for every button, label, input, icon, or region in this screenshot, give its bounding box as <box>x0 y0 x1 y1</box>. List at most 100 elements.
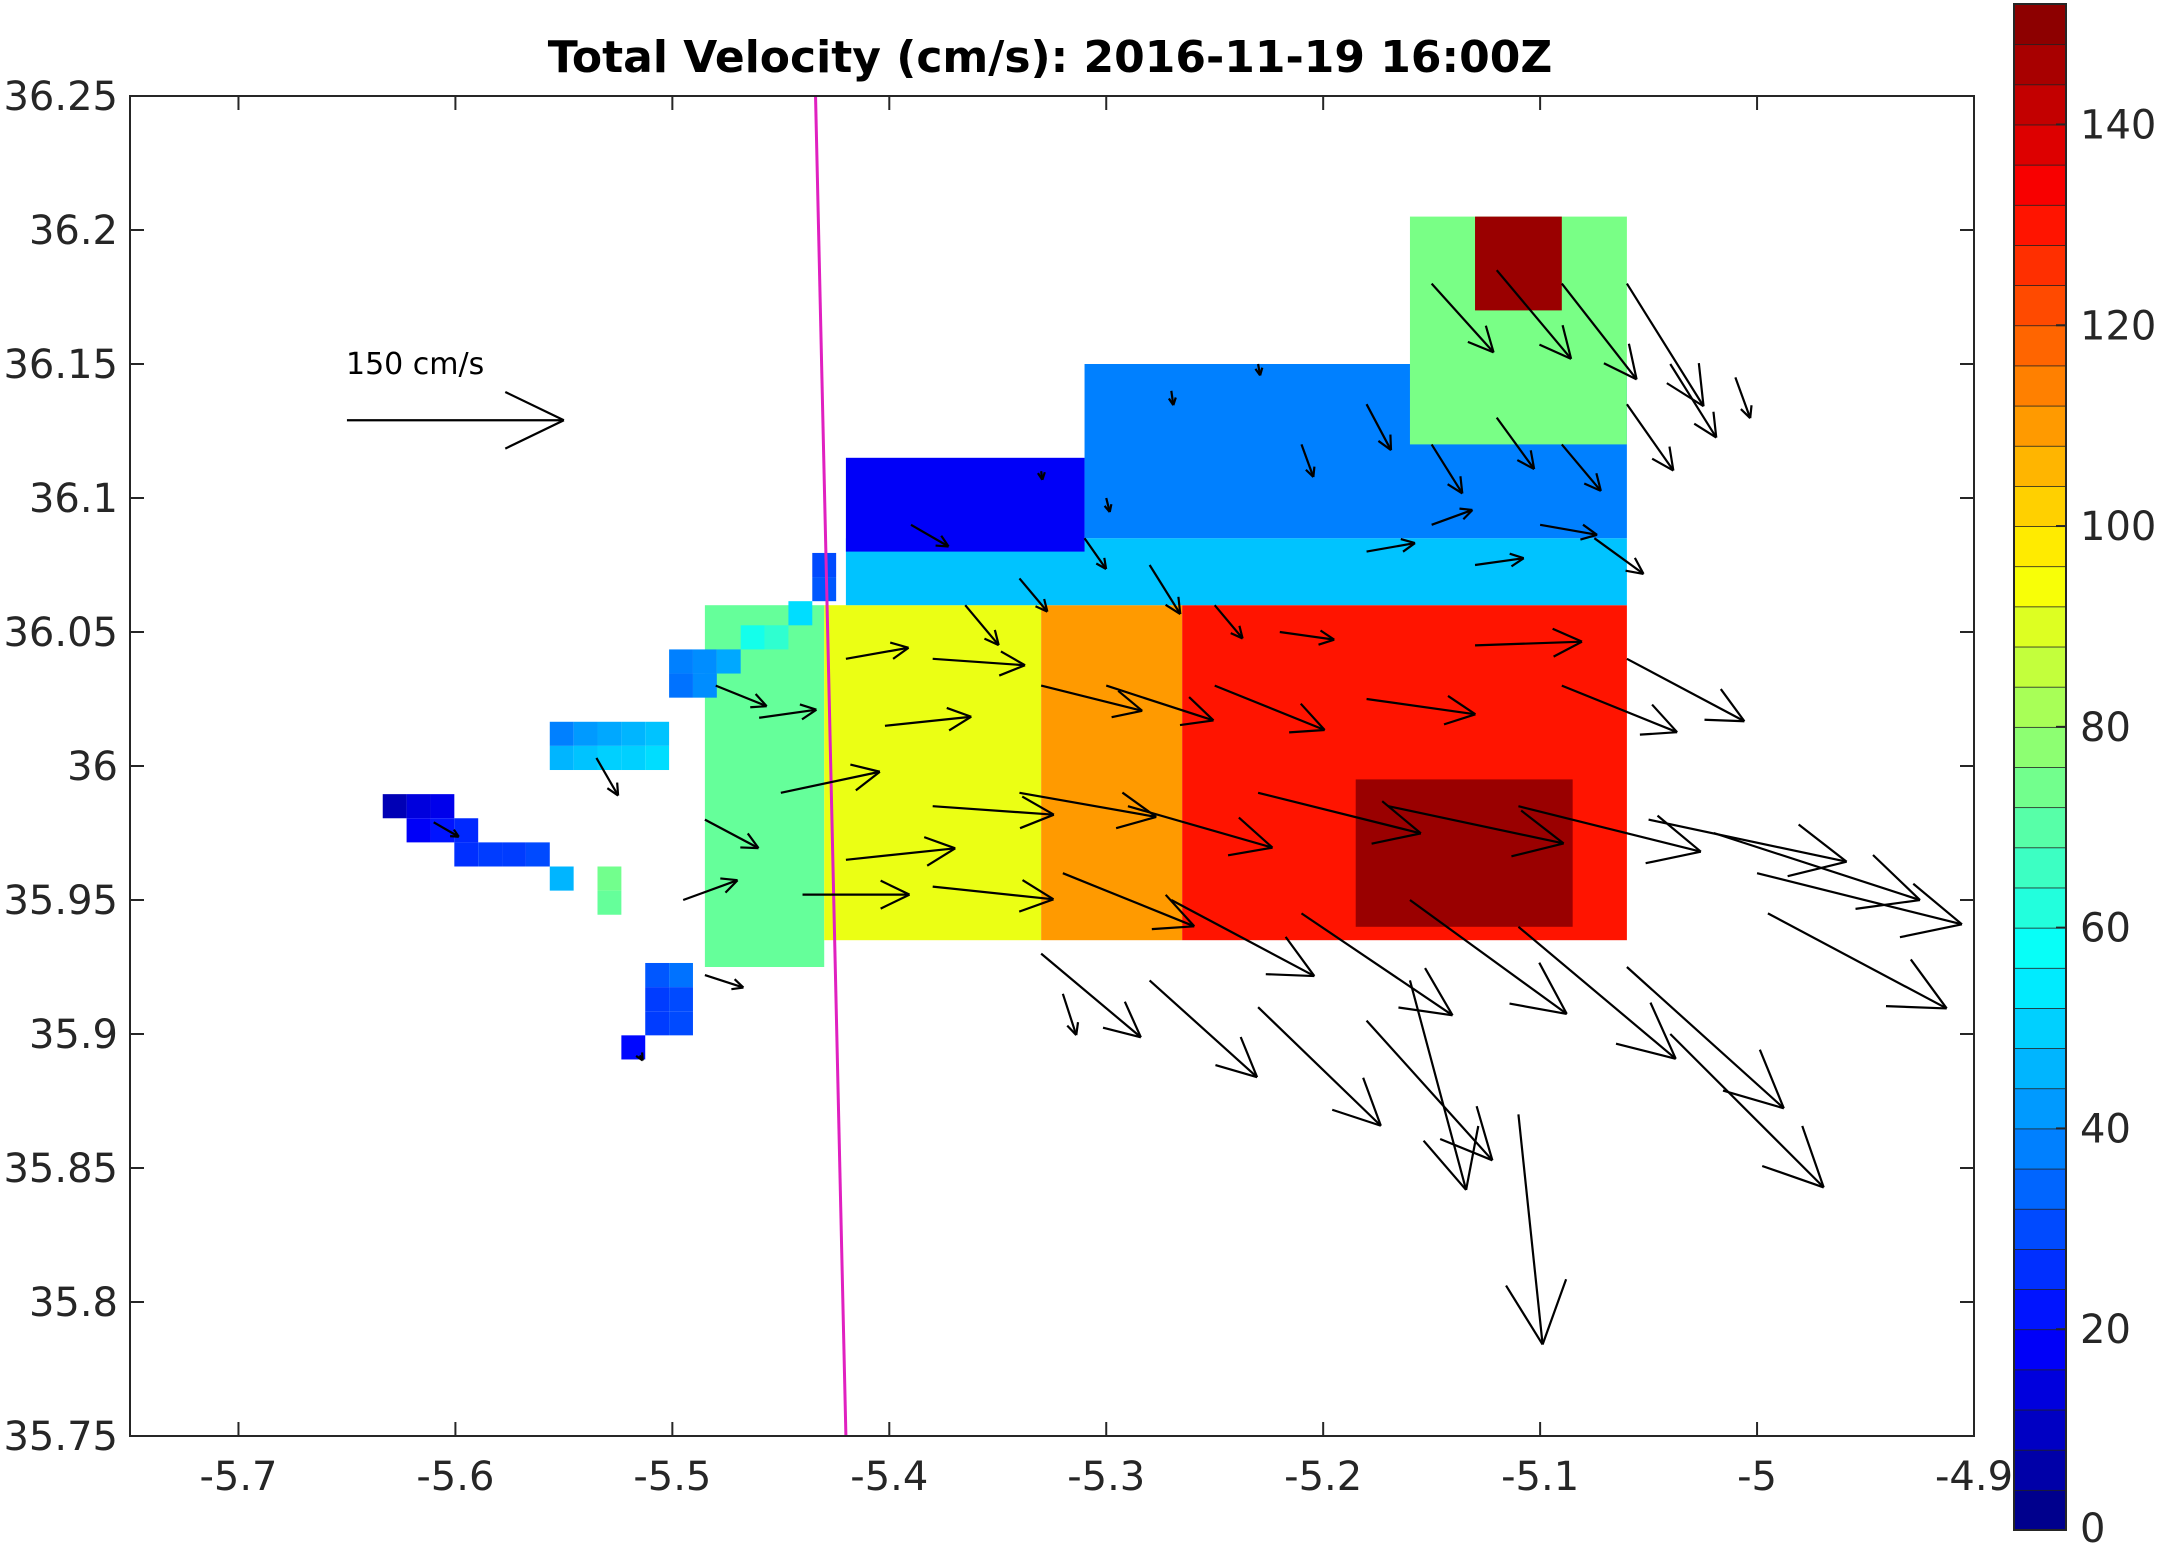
colorbar-segment <box>2013 124 2067 166</box>
velocity-vector <box>1279 629 1335 646</box>
colorbar-segment <box>2013 43 2067 86</box>
velocity-vector <box>1431 507 1474 526</box>
y-tick-label: 36.2 <box>29 208 118 254</box>
velocity-vector <box>1626 657 1746 723</box>
velocity-cell <box>597 721 622 746</box>
reference-vector-label: 150 cm/s <box>346 347 484 382</box>
velocity-vector <box>1018 577 1049 613</box>
velocity-vector <box>1495 269 1573 360</box>
colorbar-segment <box>2013 83 2067 126</box>
colorbar-segment <box>2013 1248 2067 1290</box>
x-tick-label: -5.7 <box>199 1454 277 1500</box>
velocity-cell <box>406 818 431 843</box>
colorbar-segment <box>2013 1128 2067 1170</box>
velocity-vector <box>1767 912 1948 1010</box>
y-tick-label: 36.25 <box>3 74 118 120</box>
velocity-vector <box>1625 403 1675 472</box>
y-tick-label: 35.75 <box>3 1414 118 1460</box>
velocity-vector <box>1257 1006 1382 1127</box>
velocity-cell <box>716 649 741 674</box>
x-tick-label: -5 <box>1737 1454 1777 1500</box>
velocity-vector <box>1167 390 1177 406</box>
velocity-vector <box>1040 952 1142 1039</box>
reference-vector-legend: 150 cm/s <box>346 347 565 450</box>
colorbar-segment <box>2013 1047 2067 1090</box>
velocity-cell <box>645 987 670 1012</box>
velocity-vector <box>1214 684 1326 734</box>
colorbar-tick-label: 140 <box>2080 102 2156 148</box>
velocity-vector <box>1430 443 1464 495</box>
velocity-vector <box>845 836 956 867</box>
velocity-cell <box>788 601 813 626</box>
x-tick-label: -5.3 <box>1067 1454 1145 1500</box>
colorbar-segment <box>2013 1007 2067 1050</box>
velocity-cell <box>764 625 789 650</box>
velocity-vector <box>433 821 460 838</box>
velocity-cell <box>621 721 646 746</box>
velocity-vector <box>1518 805 1702 865</box>
velocity-vector <box>758 703 818 721</box>
colorbar-frame <box>2013 3 2067 1531</box>
y-tick-label: 35.95 <box>3 878 118 924</box>
colorbar-segment <box>2013 967 2067 1009</box>
colorbar-tick-label: 0 <box>2080 1506 2105 1544</box>
velocity-vector <box>1625 283 1705 408</box>
colorbar-segment <box>2013 686 2067 728</box>
velocity-cell <box>573 745 598 771</box>
velocity-vector <box>910 523 950 548</box>
velocity-vector <box>1626 966 1785 1110</box>
colorbar-segment <box>2013 927 2067 969</box>
colorbar-segment <box>2013 1489 2067 1531</box>
velocity-region <box>845 457 1085 552</box>
colorbar: 0 20 40 60 80 100 120 140 <box>2013 3 2156 1544</box>
y-tick-label: 35.8 <box>29 1280 118 1326</box>
velocity-cell <box>645 721 670 746</box>
colorbar-segment <box>2013 605 2067 648</box>
velocity-cell <box>573 721 598 746</box>
y-tick-label: 36.05 <box>3 610 118 656</box>
velocity-cell <box>549 721 574 746</box>
y-tick-label: 35.85 <box>3 1146 118 1192</box>
velocity-vector <box>1170 899 1316 978</box>
velocity-vector <box>1669 1033 1825 1189</box>
velocity-vector <box>932 795 1055 830</box>
velocity-vector <box>704 818 760 850</box>
velocity-cell <box>669 649 693 674</box>
colorbar-tick-label: 60 <box>2080 906 2131 952</box>
y-tick-label: 35.9 <box>29 1012 118 1058</box>
velocity-cell <box>669 673 693 698</box>
velocity-cell <box>645 745 670 771</box>
velocity-vector <box>1593 537 1645 575</box>
velocity-vector <box>1495 416 1536 471</box>
colorbar-segment <box>2013 1208 2067 1250</box>
velocity-vector <box>964 604 1000 647</box>
velocity-vector <box>1365 403 1393 452</box>
velocity-region <box>1041 605 1183 941</box>
velocity-cell <box>549 866 574 891</box>
velocity-vector <box>1366 537 1416 553</box>
colorbar-segment <box>2013 525 2067 568</box>
velocity-cell <box>454 818 479 843</box>
velocity-cell <box>406 794 431 819</box>
y-axis-ticks: 35.75 35.8 35.85 35.9 35.95 36 36.05 36.1 36.15 3… <box>3 74 1974 1460</box>
velocity-vector <box>1300 444 1316 478</box>
x-tick-label: -5.4 <box>850 1454 928 1500</box>
x-tick-label: -4.9 <box>1935 1454 2013 1500</box>
velocity-vector <box>635 1052 644 1062</box>
velocity-vector <box>1505 1114 1568 1346</box>
colorbar-tick-label: 80 <box>2080 705 2131 751</box>
y-tick-label: 36 <box>67 744 118 790</box>
velocity-vector <box>1408 980 1480 1191</box>
velocity-cell <box>430 794 455 819</box>
velocity-vector <box>1127 805 1274 857</box>
y-tick-label: 36.1 <box>29 476 118 522</box>
velocity-vector <box>1560 282 1638 381</box>
velocity-cell <box>478 842 503 867</box>
colorbar-segment <box>2013 485 2067 527</box>
colorbar-segment <box>2013 445 2067 487</box>
colorbar-tick-label: 120 <box>2080 303 2156 349</box>
velocity-vector <box>1148 979 1259 1079</box>
colorbar-segment <box>2013 164 2067 206</box>
colorbar-segment <box>2013 846 2067 889</box>
